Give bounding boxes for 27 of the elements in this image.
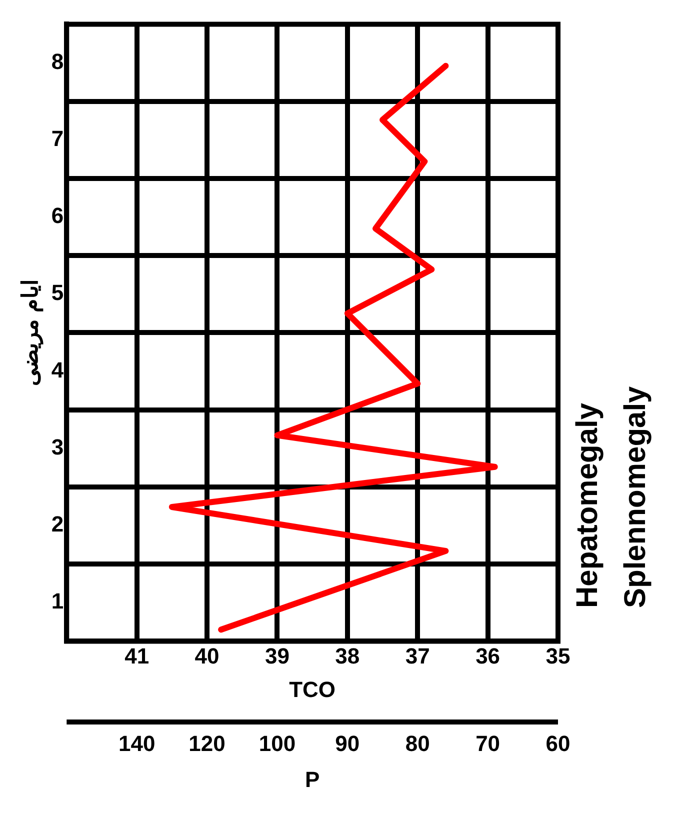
text: 70: [476, 731, 500, 756]
x-tick-label: 37: [405, 643, 430, 668]
x-tick-label: 38: [335, 643, 360, 668]
text: Splennomegaly: [618, 385, 653, 608]
text: 120: [188, 731, 226, 756]
x-tick-label: 41: [124, 643, 150, 668]
x-tick-label: 35: [546, 643, 570, 668]
text: 100: [258, 731, 296, 756]
y-tick-label: 6: [51, 203, 64, 228]
text: 140: [118, 731, 156, 756]
y-tick-label: 2: [51, 512, 64, 537]
y-axis-title: ايام مريضى: [17, 280, 44, 386]
y-tick-label: 7: [51, 126, 64, 151]
y-tick-label: 3: [51, 434, 64, 460]
text: 60: [546, 731, 570, 756]
x-tick-label: 40: [194, 643, 220, 668]
text: 90: [335, 731, 360, 756]
y-tick-label: 4: [51, 357, 64, 382]
text: 80: [405, 731, 430, 756]
x-axis-title: TCO: [289, 676, 336, 702]
x-tick-label: 36: [476, 643, 500, 668]
x-tick-label: 39: [264, 643, 290, 668]
y-tick-label: 1: [51, 588, 64, 614]
y-tick-label: 5: [51, 280, 64, 306]
y-tick-label: 8: [51, 48, 64, 74]
text: Hepatomegaly: [570, 402, 605, 608]
x2-axis-title: P: [304, 767, 320, 792]
